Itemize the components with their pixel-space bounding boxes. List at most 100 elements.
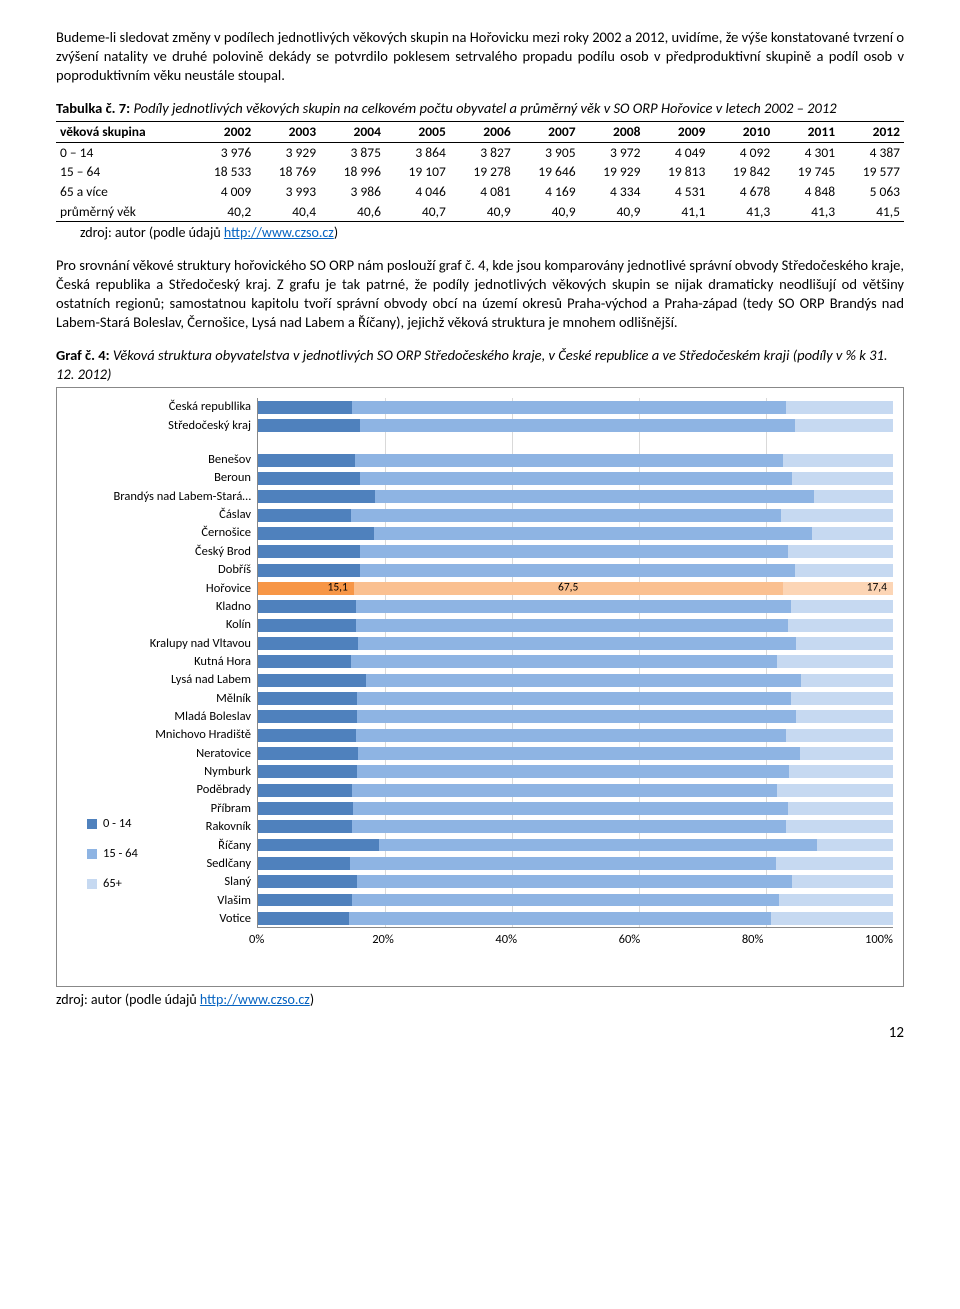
chart-bar-segment: 15,1 (258, 582, 354, 595)
chart-bar-segment (258, 545, 360, 558)
chart-bar-segment (258, 527, 374, 540)
table-cell: 4 092 (709, 142, 774, 162)
chart-bar-segment (771, 912, 893, 925)
table-cell: 19 745 (774, 162, 839, 182)
table-header-cell: 2007 (515, 122, 580, 143)
chart-bar-segment (258, 637, 358, 650)
chart-bar-segment (357, 710, 796, 723)
chart-container: Česká republlikaStředočeský krajBenešovB… (56, 387, 904, 987)
chart-x-tick: 40% (495, 932, 618, 948)
chart-bar-segment (356, 729, 787, 742)
table-cell: 3 905 (515, 142, 580, 162)
chart-x-tick: 60% (619, 932, 742, 948)
table-cell: 19 278 (450, 162, 515, 182)
table-cell: 15 – 64 (56, 162, 190, 182)
chart-bar-segment (258, 894, 352, 907)
table-cell: 4 301 (774, 142, 839, 162)
table-cell: 3 827 (450, 142, 515, 162)
table-cell: 18 533 (190, 162, 255, 182)
table-cell: 19 646 (515, 162, 580, 182)
chart-bar-segment (258, 784, 352, 797)
chart-bar-segment (777, 784, 893, 797)
chart-bar-segment (789, 765, 893, 778)
table-caption: Tabulka č. 7: Podíly jednotlivých věkový… (56, 99, 904, 118)
table-header-cell: 2002 (190, 122, 255, 143)
table-cell: 4 334 (580, 182, 645, 202)
chart-bar-row (258, 616, 893, 634)
chart-bar-segment (349, 912, 771, 925)
chart-x-axis: 0%20%40%60%80%100% (257, 928, 893, 948)
chart-value-label: 67,5 (558, 581, 578, 596)
chart-bar-segment (366, 674, 801, 687)
table-cell: 19 107 (385, 162, 450, 182)
chart-bar-segment (258, 912, 349, 925)
table-header-cell: 2008 (580, 122, 645, 143)
chart-bar-row (258, 417, 893, 435)
chart-bar-segment (351, 655, 778, 668)
chart-bar-segment (358, 637, 796, 650)
chart-row-label: Mladá Boleslav (67, 708, 257, 726)
table-cell: 41,3 (774, 202, 839, 222)
chart-bar-segment (258, 857, 350, 870)
chart-bar-segment (812, 527, 893, 540)
chart-bar-segment (258, 454, 355, 467)
chart-bar-segment (776, 857, 893, 870)
chart-row-label: Beroun (67, 469, 257, 487)
chart-bar-segment (258, 401, 352, 414)
paragraph-2: Pro srovnání věkové struktury hořovickéh… (56, 256, 904, 331)
chart-bar-segment (796, 637, 893, 650)
chart-bar-segment (258, 875, 357, 888)
chart-bar-segment (356, 619, 788, 632)
chart-bar-segment (796, 710, 893, 723)
chart-bar-segment (258, 839, 379, 852)
chart-bar-row (258, 763, 893, 781)
legend-swatch (87, 849, 97, 859)
chart-bar-segment: 67,5 (354, 582, 783, 595)
table-cell: 19 842 (709, 162, 774, 182)
chart-bar-segment (779, 894, 893, 907)
chart-bar-row (258, 708, 893, 726)
table-header-cell: 2009 (644, 122, 709, 143)
legend-item: 15 - 64 (87, 846, 138, 862)
table-cell: 19 929 (580, 162, 645, 182)
chart-value-label: 17,4 (867, 581, 887, 596)
chart-bar-row (258, 891, 893, 909)
chart-bar-row (258, 543, 893, 561)
chart-bar-row (258, 398, 893, 416)
table-cell: 3 864 (385, 142, 450, 162)
table-cell: 41,3 (709, 202, 774, 222)
chart-bar-segment (786, 820, 893, 833)
chart-bar-segment (352, 894, 779, 907)
chart-bar-row (258, 854, 893, 872)
chart-bar-segment (801, 674, 893, 687)
chart-bar-row (258, 653, 893, 671)
chart-row-label: Poděbrady (67, 782, 257, 800)
table-cell: průměrný věk (56, 202, 190, 222)
chart-bar-row (258, 524, 893, 542)
source-prefix-2: zdroj: autor (podle údajů (56, 991, 200, 1008)
source-link[interactable]: http://www.czso.cz (224, 224, 334, 241)
chart-bar-row (258, 689, 893, 707)
source-prefix: zdroj: autor (podle údajů (80, 224, 224, 241)
chart-bar-segment (783, 454, 893, 467)
legend-item: 0 - 14 (87, 816, 138, 832)
chart-bar-segment (374, 527, 812, 540)
chart-row-label: Kolín (67, 616, 257, 634)
table-header-cell: 2005 (385, 122, 450, 143)
chart-bar-segment (788, 619, 893, 632)
chart-bar-segment (814, 490, 893, 503)
chart-row-label: Kutná Hora (67, 653, 257, 671)
chart-bar-row (258, 726, 893, 744)
chart-bar-segment (258, 820, 352, 833)
chart-bar-segment (357, 765, 789, 778)
source-link-2[interactable]: http://www.czso.cz (200, 991, 310, 1008)
chart-caption-label: Graf č. 4: (56, 346, 110, 364)
chart-row-label: Hořovice (67, 580, 257, 598)
chart-bar-segment (258, 765, 357, 778)
chart-value-label: 15,1 (328, 581, 348, 596)
chart-x-tick: 0% (249, 932, 372, 948)
chart-row-label: Kladno (67, 598, 257, 616)
table-cell: 3 993 (255, 182, 320, 202)
table-cell: 4 848 (774, 182, 839, 202)
chart-bars: 15,1 67,5 17,4 (257, 398, 893, 928)
